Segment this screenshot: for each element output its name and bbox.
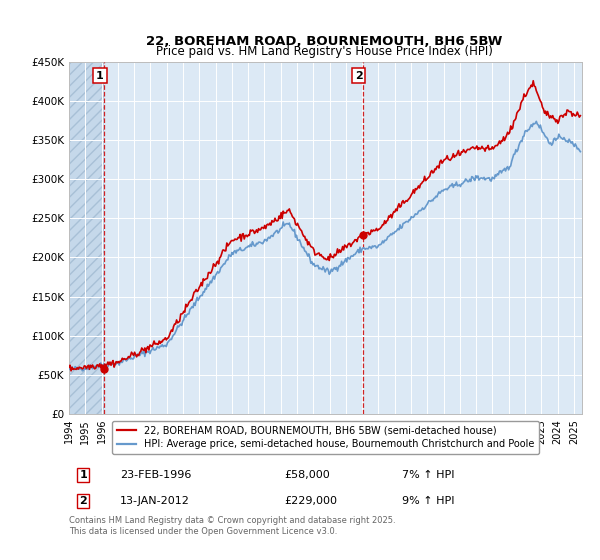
Text: Price paid vs. HM Land Registry's House Price Index (HPI): Price paid vs. HM Land Registry's House … [155, 45, 493, 58]
Text: 9% ↑ HPI: 9% ↑ HPI [403, 496, 455, 506]
Text: 1: 1 [96, 71, 104, 81]
Text: 1: 1 [79, 470, 87, 480]
Legend: 22, BOREHAM ROAD, BOURNEMOUTH, BH6 5BW (semi-detached house), HPI: Average price: 22, BOREHAM ROAD, BOURNEMOUTH, BH6 5BW (… [112, 421, 539, 454]
Text: 7% ↑ HPI: 7% ↑ HPI [403, 470, 455, 480]
Text: 23-FEB-1996: 23-FEB-1996 [121, 470, 191, 480]
Text: 2: 2 [79, 496, 87, 506]
Text: 2: 2 [355, 71, 362, 81]
Text: £58,000: £58,000 [284, 470, 330, 480]
Text: 22, BOREHAM ROAD, BOURNEMOUTH, BH6 5BW: 22, BOREHAM ROAD, BOURNEMOUTH, BH6 5BW [146, 35, 502, 48]
Text: Contains HM Land Registry data © Crown copyright and database right 2025.
This d: Contains HM Land Registry data © Crown c… [69, 516, 395, 535]
Text: 13-JAN-2012: 13-JAN-2012 [121, 496, 190, 506]
Bar [69, 62, 104, 414]
Text: £229,000: £229,000 [284, 496, 337, 506]
